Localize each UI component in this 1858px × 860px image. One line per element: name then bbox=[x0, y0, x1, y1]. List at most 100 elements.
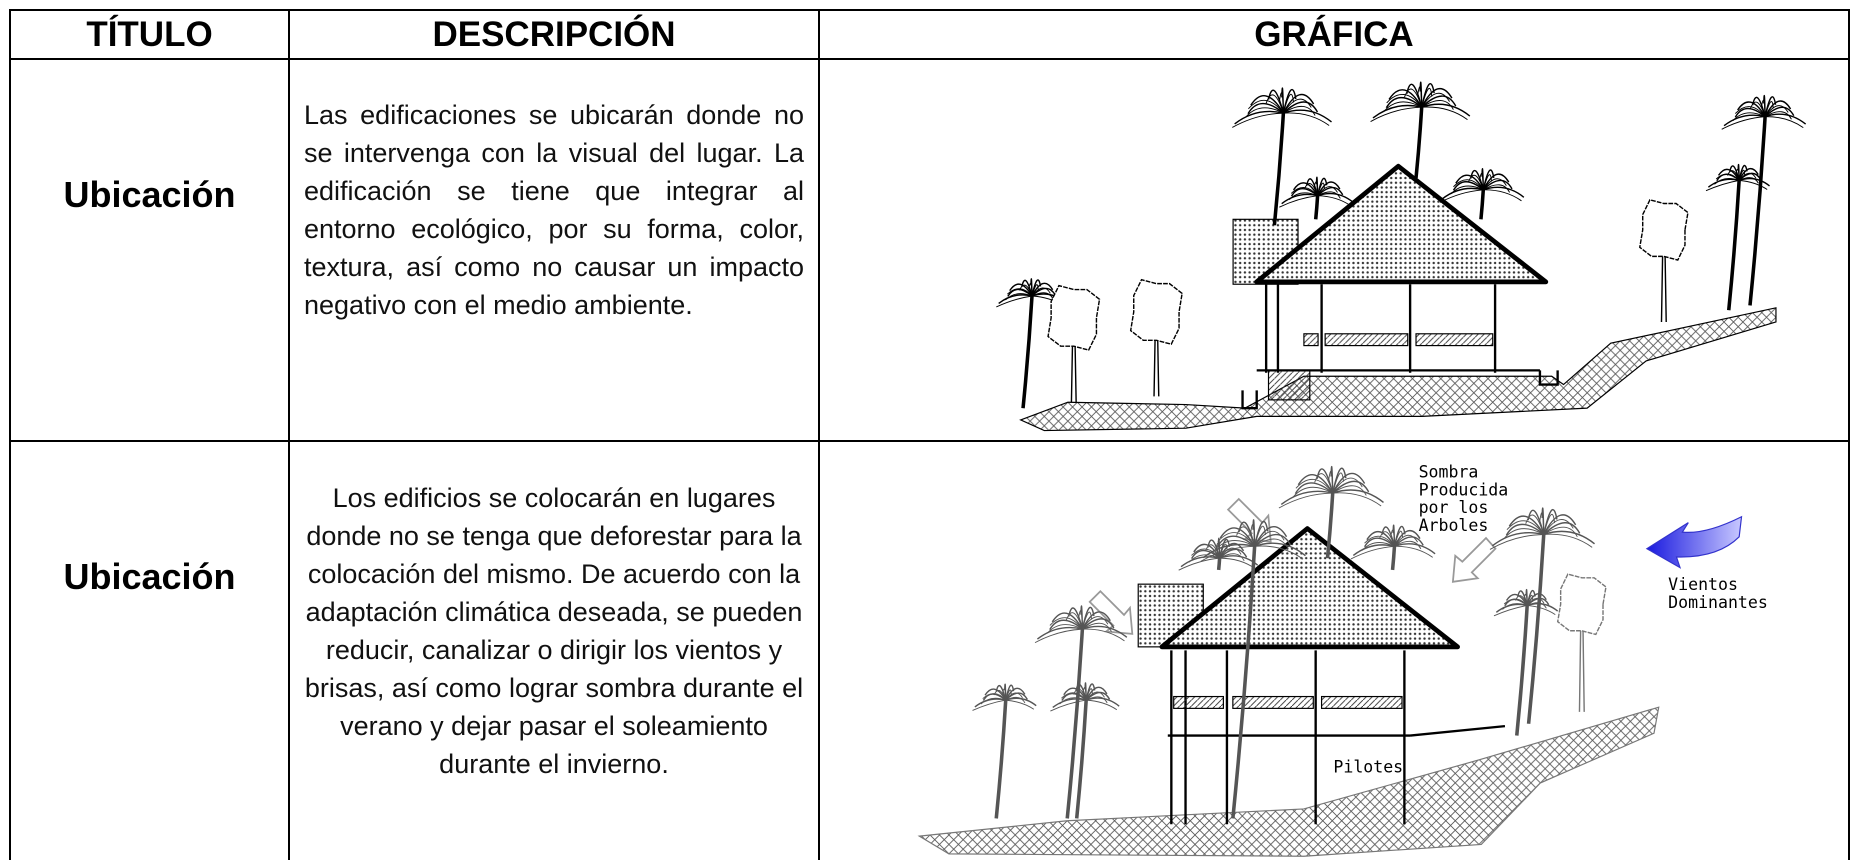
palm-frond bbox=[1191, 548, 1220, 559]
annotation: Dominantes bbox=[1668, 593, 1768, 612]
palm-trunk bbox=[1390, 546, 1397, 571]
palm-frond bbox=[1031, 282, 1054, 297]
palm-frond bbox=[1467, 174, 1484, 190]
palm-frond bbox=[1005, 692, 1028, 701]
palm-frond bbox=[1290, 187, 1318, 197]
palm-frond bbox=[1749, 101, 1766, 117]
palm-frond bbox=[1005, 687, 1026, 701]
palm-frond bbox=[1007, 288, 1033, 297]
palm-frond bbox=[1738, 172, 1762, 181]
palm-frond bbox=[1085, 697, 1120, 707]
palm-frond bbox=[1479, 172, 1484, 190]
palm-frond bbox=[1394, 545, 1433, 558]
palm-frond bbox=[1483, 186, 1525, 198]
palm-frond bbox=[1726, 170, 1740, 181]
palm-frond bbox=[1294, 482, 1334, 495]
palm-frond bbox=[1280, 490, 1333, 506]
palm-frond bbox=[1386, 94, 1423, 108]
palm-frond bbox=[1218, 542, 1245, 559]
palm-trunk bbox=[994, 699, 1008, 819]
tree-crown bbox=[1556, 573, 1607, 636]
palm-frond bbox=[1250, 524, 1256, 547]
palm-trunk bbox=[1074, 699, 1088, 819]
palm-frond bbox=[1735, 168, 1740, 181]
palm-frond bbox=[1379, 531, 1395, 547]
palm-frond bbox=[1278, 92, 1284, 114]
palm-frond bbox=[1441, 187, 1484, 200]
palm-frond bbox=[1254, 531, 1285, 547]
palm-frond bbox=[1363, 537, 1395, 548]
palm-frond bbox=[1764, 100, 1792, 117]
palm-frond bbox=[1765, 116, 1804, 129]
palm-frond bbox=[1452, 181, 1484, 191]
header: DESCRIPCIÓN bbox=[432, 14, 676, 54]
tree-trunk bbox=[1070, 337, 1077, 403]
palm-trunk bbox=[1216, 558, 1222, 571]
palm-frond bbox=[1254, 545, 1304, 560]
palm-frond bbox=[1317, 195, 1351, 207]
palm-trunk bbox=[1726, 180, 1741, 311]
palm-frond bbox=[1219, 543, 1228, 559]
header: GRÁFICA bbox=[1254, 14, 1414, 54]
description: Las edificaciones se ubicarán donde no s… bbox=[304, 100, 804, 320]
palm-frond bbox=[1332, 472, 1366, 494]
palm-frond bbox=[1317, 192, 1354, 203]
palm-frond bbox=[980, 697, 1006, 705]
palm-frond bbox=[1282, 98, 1312, 114]
palm-trunk bbox=[1479, 189, 1486, 220]
palm-frond bbox=[1279, 195, 1318, 208]
palm-frond bbox=[1290, 187, 1319, 197]
palm-frond bbox=[1086, 699, 1118, 711]
palm-frond bbox=[1764, 106, 1795, 118]
palm-frond bbox=[1031, 287, 1056, 297]
palm-frond bbox=[1332, 489, 1384, 503]
palm-trunk bbox=[1526, 534, 1546, 724]
annotation: Vientos bbox=[1668, 575, 1738, 594]
palm-frond bbox=[1278, 492, 1333, 509]
tree-trunk bbox=[1660, 251, 1667, 322]
palm-frond bbox=[1390, 529, 1395, 547]
palm-frond bbox=[1217, 532, 1256, 547]
palm-frond bbox=[984, 688, 1007, 701]
palm-frond bbox=[1332, 492, 1382, 507]
palm-frond bbox=[1495, 603, 1528, 613]
annotation: Producida bbox=[1419, 480, 1509, 499]
palm-frond bbox=[1361, 542, 1395, 551]
row-title: Ubicación bbox=[63, 174, 236, 215]
palm-frond bbox=[1219, 555, 1259, 566]
palm-frond bbox=[1036, 626, 1083, 640]
palm-frond bbox=[1527, 604, 1556, 616]
palm-frond bbox=[1404, 88, 1423, 108]
palm-frond bbox=[972, 699, 1006, 711]
palm-frond bbox=[1019, 284, 1033, 297]
palm-frond bbox=[1214, 540, 1255, 551]
palm-frond bbox=[1219, 548, 1248, 559]
palm-trunk bbox=[1272, 112, 1286, 226]
palm-frond bbox=[1737, 101, 1766, 118]
palm-frond bbox=[1352, 544, 1395, 556]
palm-frond bbox=[1760, 99, 1766, 117]
palm-frond bbox=[1005, 293, 1033, 301]
palm-frond bbox=[1049, 619, 1083, 631]
row-title: Ubicación bbox=[63, 556, 236, 597]
palm-trunk bbox=[1414, 107, 1424, 179]
palm-frond bbox=[1282, 101, 1319, 114]
palm-frond bbox=[1081, 611, 1111, 630]
palm-frond bbox=[1388, 89, 1423, 108]
palm-frond bbox=[1292, 182, 1319, 197]
palm-frond bbox=[1421, 103, 1471, 117]
palm-frond bbox=[1525, 514, 1545, 535]
palm-frond bbox=[1514, 595, 1528, 606]
palm-frond bbox=[1250, 95, 1284, 114]
palm-frond bbox=[1232, 112, 1284, 128]
palm-frond bbox=[1723, 114, 1766, 127]
palm-frond bbox=[1283, 109, 1332, 123]
palm-frond bbox=[1316, 181, 1341, 197]
palm-frond bbox=[1732, 112, 1766, 121]
palm-trunk bbox=[1748, 116, 1767, 306]
tree-trunk bbox=[1578, 629, 1585, 712]
palm-frond bbox=[1254, 533, 1292, 547]
palm-frond bbox=[1283, 105, 1316, 116]
palm-frond bbox=[1455, 174, 1484, 191]
